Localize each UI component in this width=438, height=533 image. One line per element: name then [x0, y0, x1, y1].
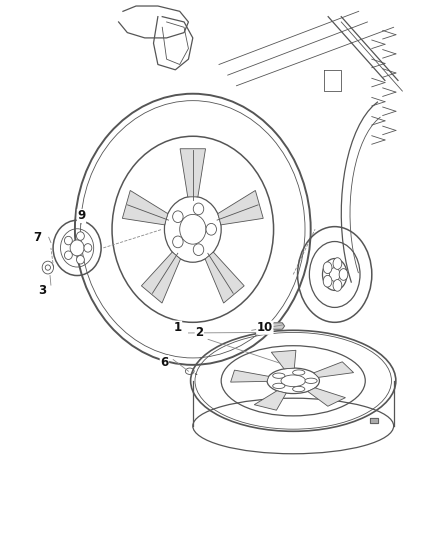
Polygon shape — [122, 190, 168, 225]
Ellipse shape — [193, 203, 204, 215]
Ellipse shape — [70, 240, 84, 256]
Polygon shape — [314, 362, 353, 377]
Polygon shape — [370, 418, 378, 423]
Ellipse shape — [206, 223, 216, 235]
Polygon shape — [230, 370, 268, 382]
Ellipse shape — [339, 269, 348, 280]
Polygon shape — [218, 190, 263, 225]
Ellipse shape — [173, 236, 183, 248]
Ellipse shape — [77, 232, 85, 240]
Polygon shape — [271, 350, 296, 369]
Polygon shape — [180, 149, 205, 197]
Text: 10: 10 — [257, 321, 273, 334]
Ellipse shape — [64, 236, 72, 245]
Ellipse shape — [45, 265, 50, 270]
Ellipse shape — [281, 375, 305, 386]
Ellipse shape — [193, 244, 204, 255]
Polygon shape — [205, 252, 244, 303]
Polygon shape — [308, 388, 346, 406]
Polygon shape — [254, 391, 286, 410]
Text: 1: 1 — [173, 321, 182, 334]
Ellipse shape — [273, 373, 285, 378]
Ellipse shape — [84, 244, 92, 252]
Text: 9: 9 — [78, 209, 85, 222]
Ellipse shape — [323, 262, 332, 273]
Ellipse shape — [180, 214, 206, 244]
Ellipse shape — [323, 276, 332, 287]
Text: 6: 6 — [160, 356, 169, 369]
Ellipse shape — [305, 378, 317, 383]
Text: 7: 7 — [34, 231, 42, 244]
Text: 3: 3 — [38, 284, 46, 297]
Text: 2: 2 — [195, 326, 203, 340]
Polygon shape — [141, 252, 180, 303]
Ellipse shape — [273, 383, 285, 389]
Ellipse shape — [293, 370, 305, 375]
Polygon shape — [272, 323, 285, 329]
Ellipse shape — [77, 255, 85, 264]
Ellipse shape — [329, 268, 340, 281]
Ellipse shape — [293, 386, 305, 392]
Ellipse shape — [333, 258, 342, 269]
Ellipse shape — [333, 279, 342, 291]
Ellipse shape — [64, 251, 72, 260]
Ellipse shape — [173, 211, 183, 223]
